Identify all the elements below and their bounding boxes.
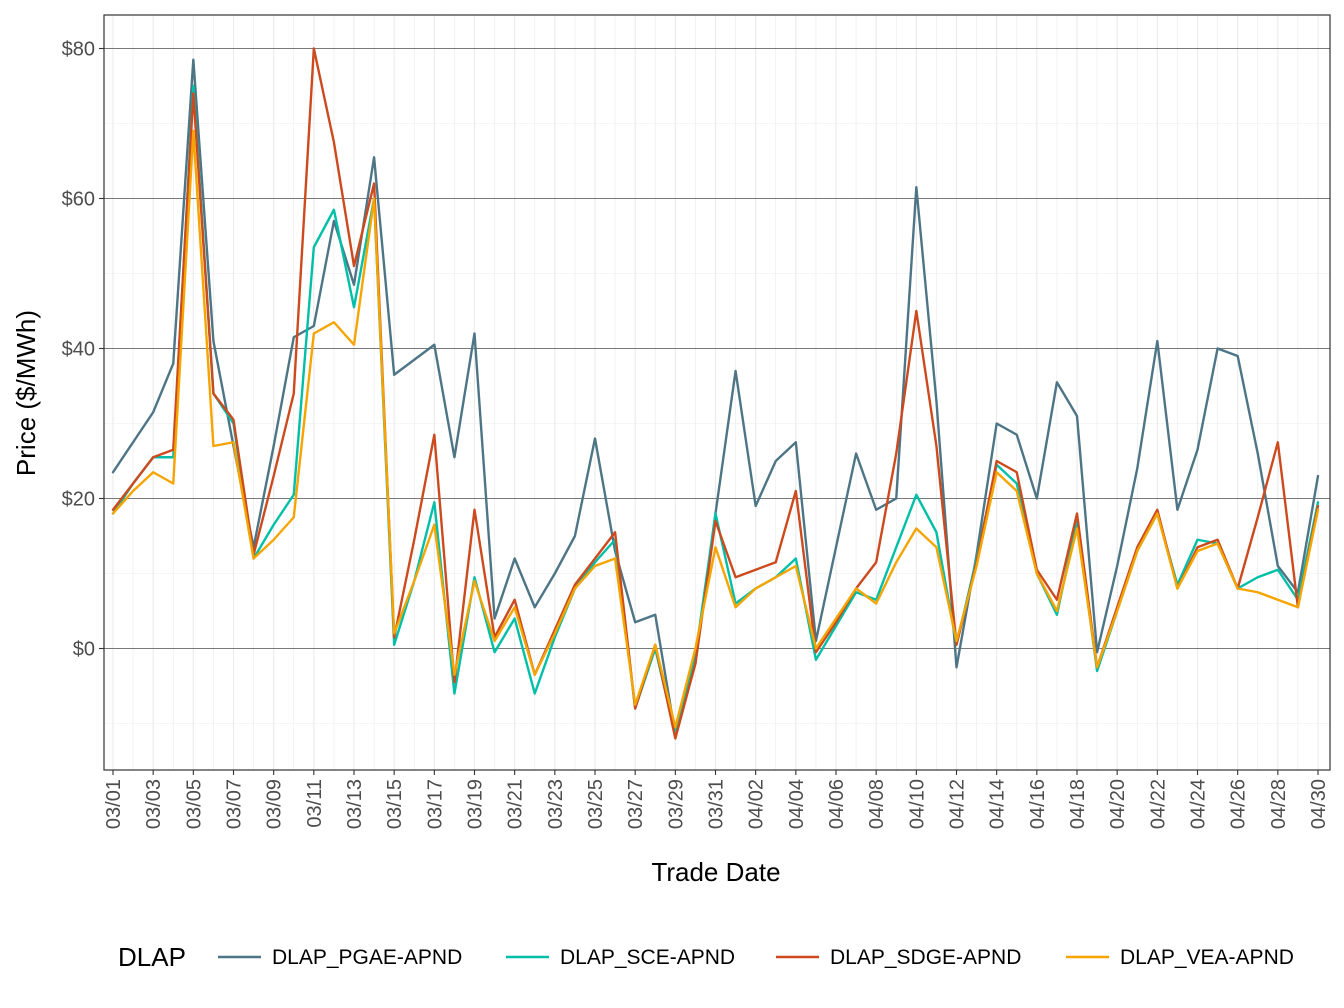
y-tick-label: $0: [73, 639, 95, 661]
x-tick-label: 04/22: [1147, 779, 1169, 829]
x-tick-label: 03/27: [625, 779, 647, 829]
y-axis-title: Price ($/MWh): [11, 310, 41, 476]
x-tick-label: 03/13: [344, 779, 366, 829]
x-tick-label: 03/21: [505, 779, 527, 829]
legend-label: DLAP_SDGE-APND: [830, 946, 1021, 969]
legend-title: DLAP: [118, 942, 186, 972]
y-tick-label: $60: [62, 189, 95, 211]
x-tick-label: 04/12: [947, 779, 969, 829]
legend-label: DLAP_VEA-APND: [1120, 946, 1294, 969]
x-axis: 03/01 03/03 03/05 03/07 03/09 03/11 03/13 03/15…: [103, 770, 1330, 829]
x-tick-label: 04/06: [826, 779, 848, 829]
x-tick-label: 03/09: [264, 779, 286, 829]
x-tick-label: 04/30: [1308, 779, 1330, 829]
x-tick-label: 04/24: [1188, 779, 1210, 829]
plot-border: [103, 14, 1331, 771]
x-tick-label: 04/18: [1067, 779, 1089, 829]
legend-label: DLAP_SCE-APND: [560, 946, 735, 969]
y-tick-label: $40: [62, 339, 95, 361]
x-axis-title: Trade Date: [651, 857, 780, 887]
x-tick-label: 03/25: [585, 779, 607, 829]
x-tick-label: 03/05: [183, 779, 205, 829]
x-tick-label: 03/17: [424, 779, 446, 829]
x-tick-label: 03/07: [224, 779, 246, 829]
x-tick-label: 03/11: [304, 779, 326, 828]
x-tick-label: 04/10: [906, 779, 928, 829]
major-gridlines: [104, 15, 1330, 770]
x-tick-label: 03/31: [706, 779, 728, 829]
x-tick-label: 04/26: [1228, 779, 1250, 829]
x-tick-label: 03/03: [143, 779, 165, 829]
x-tick-label: 04/04: [786, 779, 808, 829]
x-tick-label: 03/23: [545, 779, 567, 829]
x-tick-label: 04/16: [1027, 779, 1049, 829]
y-axis: $0 $20 $40 $60 $80: [62, 39, 104, 661]
x-tick-label: 04/14: [987, 779, 1009, 829]
x-tick-label: 03/15: [384, 779, 406, 829]
legend-label: DLAP_PGAE-APND: [272, 946, 462, 969]
x-tick-label: 03/29: [665, 779, 687, 829]
x-tick-label: 04/02: [746, 779, 768, 829]
y-tick-label: $80: [62, 39, 95, 61]
series-lines: [111, 47, 1320, 740]
x-tick-label: 04/28: [1268, 779, 1290, 829]
legend: DLAP DLAP_PGAE-APND DLAP_SCE-APND DLAP_SDG…: [118, 942, 1294, 972]
x-tick-label: 04/20: [1107, 779, 1129, 829]
x-tick-label: 04/08: [866, 779, 888, 829]
x-tick-label: 03/01: [103, 779, 125, 829]
x-tick-label: 03/19: [465, 779, 487, 829]
series-line: [111, 129, 1320, 729]
minor-gridlines: [104, 15, 1330, 770]
y-tick-label: $20: [62, 489, 95, 511]
